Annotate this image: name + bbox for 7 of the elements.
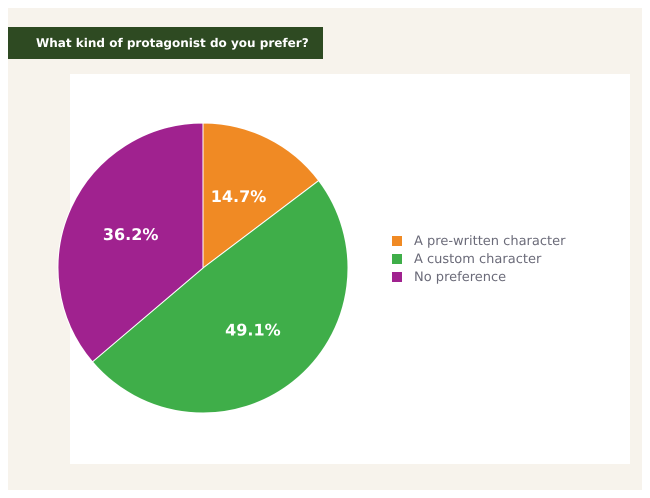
data-label: 14.7% bbox=[210, 187, 266, 206]
data-label: 36.2% bbox=[102, 225, 158, 244]
legend-label: A pre-written character bbox=[414, 234, 566, 248]
legend-label: A custom character bbox=[414, 252, 542, 266]
chart-title: What kind of protagonist do you prefer? bbox=[8, 27, 323, 59]
legend-label: No preference bbox=[414, 270, 506, 284]
data-label: 49.1% bbox=[225, 320, 281, 340]
